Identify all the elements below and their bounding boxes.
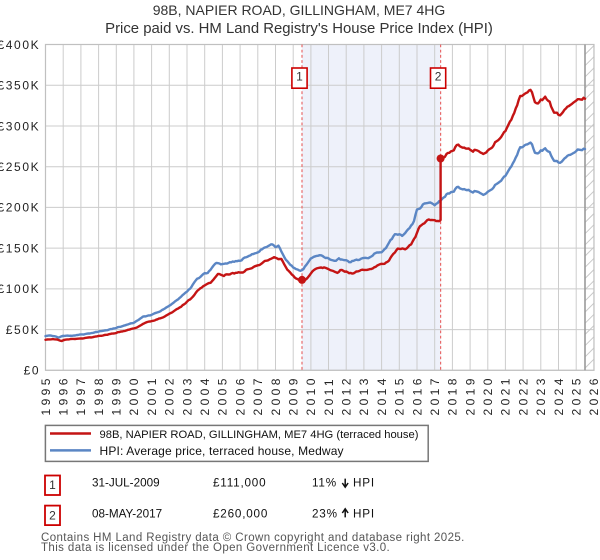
svg-text:11%: 11% [312, 477, 337, 490]
svg-text:1997: 1997 [74, 375, 88, 415]
svg-text:£400K: £400K [0, 38, 40, 52]
svg-text:2004: 2004 [198, 375, 212, 415]
svg-text:2020: 2020 [481, 375, 495, 415]
svg-text:2015: 2015 [393, 375, 407, 415]
svg-text:1998: 1998 [92, 375, 106, 415]
svg-text:2023: 2023 [534, 375, 548, 415]
svg-text:2001: 2001 [145, 375, 159, 415]
svg-text:2003: 2003 [180, 375, 194, 415]
svg-text:2010: 2010 [304, 375, 318, 415]
svg-text:98B, NAPIER ROAD, GILLINGHAM,: 98B, NAPIER ROAD, GILLINGHAM, ME7 4HG [153, 2, 446, 18]
svg-text:2017: 2017 [428, 375, 442, 415]
svg-text:2025: 2025 [570, 375, 584, 415]
svg-text:2013: 2013 [357, 375, 371, 415]
svg-text:08-MAY-2017: 08-MAY-2017 [92, 508, 162, 521]
svg-text:Contains HM Land Registry data: Contains HM Land Registry data © Crown c… [41, 532, 465, 544]
svg-text:£350K: £350K [0, 79, 40, 93]
svg-text:2018: 2018 [446, 375, 460, 415]
svg-text:£111,000: £111,000 [213, 477, 266, 490]
svg-text:31-JUL-2009: 31-JUL-2009 [92, 477, 160, 490]
svg-text:2: 2 [435, 70, 442, 84]
svg-text:2007: 2007 [251, 375, 265, 415]
svg-text:HPI: Average price, terraced h: HPI: Average price, terraced house, Medw… [100, 444, 344, 458]
svg-text:1: 1 [49, 478, 56, 492]
svg-text:HPI: HPI [353, 508, 375, 521]
svg-text:Price paid vs. HM Land Registr: Price paid vs. HM Land Registry's House … [105, 21, 493, 37]
svg-text:£50K: £50K [6, 323, 40, 337]
svg-text:98B, NAPIER ROAD, GILLINGHAM,: 98B, NAPIER ROAD, GILLINGHAM, ME7 4HG (t… [100, 429, 419, 441]
svg-text:1995: 1995 [39, 375, 53, 415]
svg-text:£250K: £250K [0, 160, 40, 174]
svg-text:1: 1 [296, 70, 303, 84]
svg-text:2021: 2021 [499, 375, 513, 415]
svg-text:2022: 2022 [516, 375, 530, 415]
svg-text:2000: 2000 [127, 375, 141, 415]
svg-text:2: 2 [49, 508, 56, 522]
svg-text:1996: 1996 [57, 375, 71, 415]
svg-text:£0: £0 [24, 364, 41, 378]
svg-text:2016: 2016 [410, 375, 424, 415]
svg-text:£200K: £200K [0, 201, 40, 215]
svg-text:1999: 1999 [110, 375, 124, 415]
svg-text:2002: 2002 [163, 375, 177, 415]
svg-text:23%: 23% [312, 508, 338, 521]
svg-text:£150K: £150K [0, 241, 40, 255]
svg-text:2009: 2009 [287, 375, 301, 415]
svg-text:2005: 2005 [216, 375, 230, 415]
svg-text:This data is licensed under th: This data is licensed under the Open Gov… [41, 542, 390, 554]
svg-text:£300K: £300K [0, 119, 40, 133]
svg-text:2026: 2026 [587, 375, 600, 415]
svg-text:£260,000: £260,000 [213, 508, 268, 521]
svg-text:£100K: £100K [0, 282, 40, 296]
svg-text:2011: 2011 [322, 376, 336, 415]
svg-text:2024: 2024 [552, 375, 566, 415]
svg-text:2014: 2014 [375, 375, 389, 415]
svg-text:2012: 2012 [340, 375, 354, 415]
svg-text:2019: 2019 [463, 375, 477, 415]
svg-text:HPI: HPI [353, 477, 375, 490]
svg-text:2006: 2006 [233, 375, 247, 415]
svg-text:2008: 2008 [269, 375, 283, 415]
